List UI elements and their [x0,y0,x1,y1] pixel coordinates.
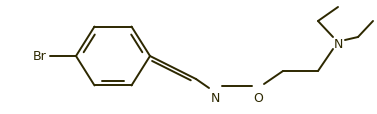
Text: N: N [210,91,220,104]
Text: O: O [253,91,263,104]
Text: N: N [333,38,343,51]
Text: Br: Br [33,50,47,63]
